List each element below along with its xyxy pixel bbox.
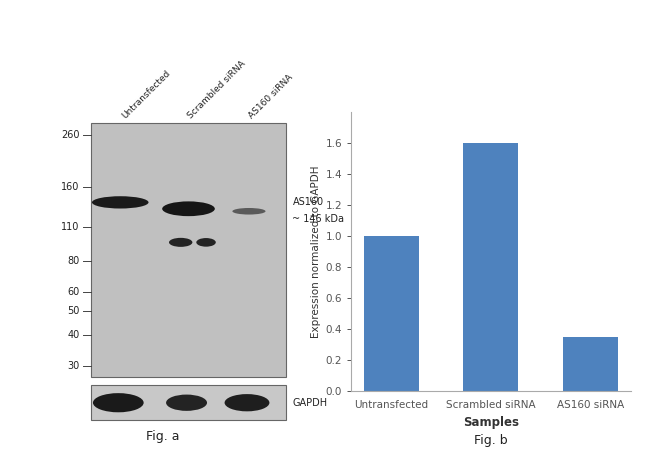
Bar [364, 236, 419, 391]
Text: Scrambled siRNA: Scrambled siRNA [187, 60, 248, 121]
Text: 260: 260 [61, 130, 79, 139]
Text: 40: 40 [68, 330, 79, 340]
Text: 30: 30 [68, 361, 79, 371]
Ellipse shape [92, 196, 148, 208]
Text: 60: 60 [68, 287, 79, 296]
Ellipse shape [196, 238, 216, 247]
Text: 110: 110 [61, 222, 79, 232]
Text: 50: 50 [67, 306, 79, 316]
Bar [563, 337, 618, 391]
Text: 80: 80 [68, 256, 79, 266]
Text: AS160 siRNA: AS160 siRNA [247, 73, 294, 121]
Bar [91, 123, 286, 377]
Bar [463, 143, 518, 391]
Text: Fig. b: Fig. b [474, 434, 508, 447]
Ellipse shape [93, 393, 144, 412]
Text: Untransfected: Untransfected [120, 69, 172, 121]
Ellipse shape [169, 238, 192, 247]
Text: AS160: AS160 [292, 197, 324, 207]
Ellipse shape [166, 395, 207, 411]
Ellipse shape [162, 201, 215, 216]
Bar [91, 385, 286, 420]
Text: ~ 146 kDa: ~ 146 kDa [292, 214, 344, 224]
Text: Fig. a: Fig. a [146, 430, 179, 443]
X-axis label: Samples: Samples [463, 416, 519, 429]
Ellipse shape [225, 394, 270, 411]
Y-axis label: Expression normalized to GAPDH: Expression normalized to GAPDH [311, 165, 321, 338]
Text: GAPDH: GAPDH [292, 397, 328, 408]
Text: 160: 160 [61, 182, 79, 192]
Ellipse shape [233, 208, 266, 214]
